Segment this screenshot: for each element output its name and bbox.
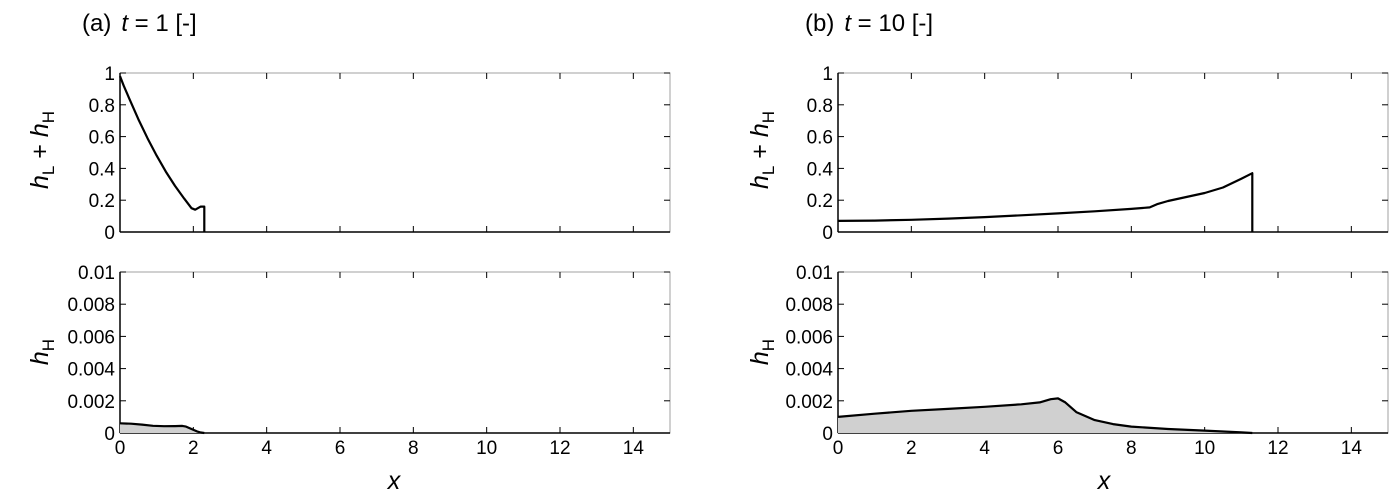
panel-a-bottom-plot: 0 0.002 0.004 0.006 0.008 0.01 0 2 4 6 8 10 12 14	[67, 263, 671, 459]
panel-b-top-ylabel: hL + hH	[746, 111, 778, 189]
panel-b-bottom-xtick-label: 10	[1194, 438, 1215, 459]
panel-a-bottom-ytick-label: 0.008	[67, 295, 115, 316]
panel-a-xlabel: x	[387, 467, 402, 495]
panel-b-bottom-xtick-label: 4	[979, 438, 990, 459]
panel-a-top-frame	[119, 72, 671, 233]
panel-b-bottom-xtick-label: 8	[1126, 438, 1137, 459]
panel-a-top-ytick-label: 0.8	[89, 96, 115, 117]
panel-b-bottom-frame	[837, 271, 1389, 434]
panel-b-bottom-ytick-label: 0.006	[785, 327, 833, 348]
panel-b-xlabel: x	[1097, 467, 1112, 495]
panel-b-top-plot: 0 0.2 0.4 0.6 0.8 1	[807, 64, 1389, 244]
panel-b-bottom-xtick-label: 12	[1267, 438, 1288, 459]
panel-a-top-ytick-label: 0.2	[89, 191, 115, 212]
panel-a-bottom-ylabel: hH	[26, 339, 58, 365]
panel-a-bottom-ytick-label: 0	[104, 424, 115, 445]
panel-b-bottom-xtick-label: 2	[906, 438, 917, 459]
panel-b-top-ytick-label: 0.4	[807, 159, 834, 180]
panel-b-bottom-xtick-label: 0	[833, 438, 844, 459]
panel-a-bottom-xtick-label: 0	[115, 438, 126, 459]
panel-b-bottom-xtick-label: 14	[1341, 438, 1363, 459]
panel-a-bottom-xtick-label: 4	[261, 438, 272, 459]
panel-b-top-ytick-label: 0.8	[807, 96, 833, 117]
panel-b-top-ytick-label: 0	[822, 223, 833, 244]
panel-a-top-ytick-label: 1	[104, 64, 115, 85]
panel-b-bottom-ylabel: hH	[746, 339, 778, 365]
panel-b-bottom-series-line	[837, 397, 1253, 435]
panel-a-top-ytick-label: 0.6	[89, 128, 115, 149]
panel-b-bottom-ytick-label: 0.01	[796, 263, 833, 284]
panel-a-bottom-series-line	[119, 422, 205, 435]
panel-a-top-ytick-label: 0.4	[89, 159, 116, 180]
panel-a-bottom-area-fill	[120, 423, 205, 433]
panel-b-top-ytick-label: 0.6	[807, 128, 833, 149]
panel-a-bottom-xtick-label: 10	[476, 438, 497, 459]
panel-a-bottom-ytick-label: 0.002	[67, 392, 115, 413]
panel-a-title: (a) t = 1 [-]	[82, 10, 197, 37]
panel-a-top-ytick-label: 0	[104, 223, 115, 244]
panel-a-bottom-xtick-label: 14	[623, 438, 645, 459]
panel-a-bottom-ytick-label: 0.004	[67, 360, 115, 381]
panel-b-bottom-ytick-label: 0.004	[785, 360, 833, 381]
panel-b-bottom-xtick-label: 6	[1053, 438, 1064, 459]
panel-a-bottom-xtick-label: 12	[549, 438, 570, 459]
panel-a-bottom-xtick-label: 6	[335, 438, 346, 459]
panel-b-bottom-ytick-label: 0.008	[785, 295, 833, 316]
panel-b-bottom-area-fill	[838, 398, 1253, 433]
panel-a-top-ylabel: hL + hH	[26, 111, 58, 189]
panel-b-top-ytick-label: 0.2	[807, 191, 833, 212]
panel-a-bottom-xtick-label: 8	[408, 438, 419, 459]
panel-a-bottom-ytick-label: 0.006	[67, 327, 115, 348]
panel-b-top-ytick-label: 1	[822, 64, 833, 85]
panel-b-bottom-ytick-label: 0.002	[785, 392, 833, 413]
panel-a-bottom-ytick-label: 0.01	[78, 263, 115, 284]
panel-b-bottom-plot: 0 0.002 0.004 0.006 0.008 0.01 0 2 4 6 8 10 12 14	[785, 263, 1389, 459]
panel-a-top-plot: 0 0.2 0.4 0.6 0.8 1	[89, 64, 671, 244]
panel-b-top-series-line	[837, 172, 1254, 232]
panel-a-top-series-line	[118, 75, 206, 232]
panel-b-bottom-ytick-label: 0	[822, 424, 833, 445]
panel-a-bottom-xtick-label: 2	[188, 438, 199, 459]
panel-a-bottom-frame	[119, 271, 671, 434]
panel-b-title: (b) t = 10 [-]	[805, 10, 933, 37]
panel-b-top-frame	[837, 72, 1389, 233]
